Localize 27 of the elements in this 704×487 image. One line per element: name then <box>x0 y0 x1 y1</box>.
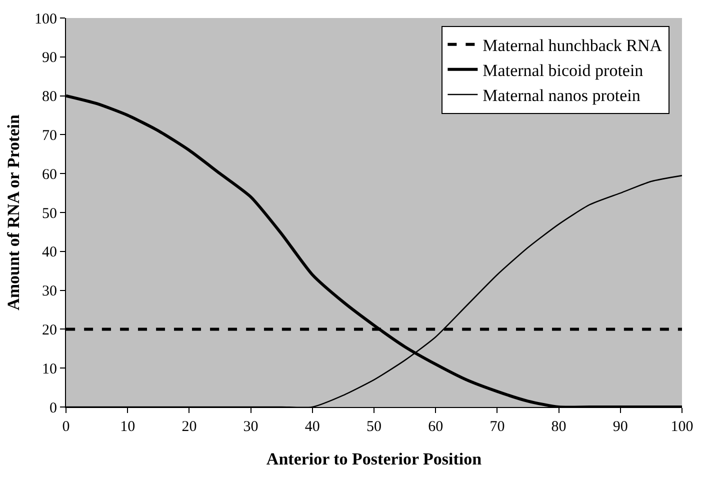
x-tick-label: 0 <box>62 419 70 435</box>
y-tick-label: 90 <box>42 50 57 66</box>
y-tick-label: 20 <box>42 322 57 338</box>
legend-label: Maternal hunchback RNA <box>482 36 663 55</box>
y-tick-label: 0 <box>50 400 57 416</box>
legend-label: Maternal nanos protein <box>482 86 641 106</box>
y-tick-label: 40 <box>42 244 57 261</box>
x-tick-label: 90 <box>612 419 628 435</box>
x-tick-label: 10 <box>120 419 136 435</box>
y-tick-label: 80 <box>42 89 57 106</box>
x-tick-label: 80 <box>551 419 566 435</box>
y-tick-label: 30 <box>42 284 57 300</box>
x-axis-title: Anterior to Posterior Position <box>266 449 482 468</box>
y-tick-label: 10 <box>42 361 57 378</box>
x-tick-label: 60 <box>428 419 444 435</box>
x-tick-label: 30 <box>243 419 258 435</box>
y-tick-label: 100 <box>34 11 57 28</box>
y-tick-label: 50 <box>42 206 57 222</box>
y-axis-title: Amount of RNA or Protein <box>4 114 24 310</box>
legend-label: Maternal bicoid protein <box>482 61 644 80</box>
x-tick-label: 100 <box>670 419 694 435</box>
x-tick-label: 40 <box>304 419 320 435</box>
x-tick-label: 20 <box>182 419 197 435</box>
x-tick-label: 50 <box>366 419 382 435</box>
y-tick-label: 60 <box>42 166 57 183</box>
y-tick-label: 70 <box>42 128 57 144</box>
x-tick-label: 70 <box>490 419 505 435</box>
